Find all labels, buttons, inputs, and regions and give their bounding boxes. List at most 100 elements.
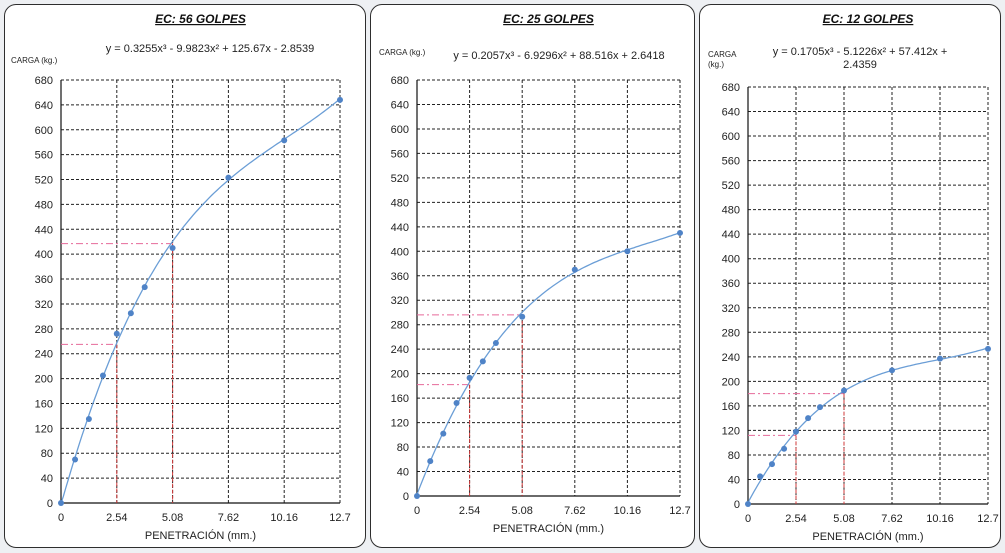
chart-title: EC: 56 GOLPES (155, 12, 246, 26)
y-tick-label: 0 (47, 498, 53, 510)
y-tick-label: 640 (35, 100, 53, 112)
y-tick-label: 320 (722, 303, 740, 315)
y-tick-label: 360 (391, 271, 409, 283)
grid (747, 86, 989, 505)
y-tick-label: 560 (391, 148, 409, 160)
x-tick-label: 5.08 (511, 505, 532, 517)
x-tick-label: 2.54 (106, 512, 127, 524)
x-tick-label: 2.54 (459, 505, 480, 517)
y-tick-label: 120 (722, 425, 740, 437)
data-point (624, 248, 631, 255)
x-tick-label: 7.62 (564, 505, 585, 517)
data-point (337, 96, 343, 103)
y-tick-label: 560 (35, 150, 53, 162)
y-tick-label: 320 (391, 295, 409, 307)
y-tick-label: 600 (391, 124, 409, 136)
y-tick-label: 440 (722, 229, 740, 241)
data-point (414, 493, 420, 499)
data-point (466, 374, 473, 381)
data-point (85, 416, 92, 423)
y-tick-label: 480 (35, 199, 53, 211)
y-tick-label: 680 (35, 75, 53, 87)
chart-title: EC: 25 GOLPES (503, 12, 594, 26)
data-point (937, 355, 943, 362)
y-tick-label: 520 (722, 180, 740, 192)
y-tick-label: 200 (35, 374, 53, 386)
y-tick-label: 280 (722, 327, 740, 339)
x-tick-label: 2.54 (785, 513, 806, 525)
y-tick-label: 240 (722, 352, 740, 364)
y-tick-label: 200 (722, 376, 740, 388)
y-tick-label: 640 (722, 107, 740, 119)
data-point (985, 345, 991, 352)
data-point (677, 229, 683, 236)
data-point (841, 387, 847, 394)
y-tick-label: 400 (722, 254, 740, 266)
y-tick-label: 480 (391, 197, 409, 209)
trendline-curve (416, 232, 681, 495)
data-point (58, 500, 64, 506)
y-tick-label: 200 (391, 369, 409, 381)
y-axis-label: CARGA (kg.) (11, 56, 58, 65)
y-tick-label: 440 (35, 224, 53, 236)
y-tick-label: 680 (391, 75, 409, 87)
y-axis-label: CARGA (kg.) (708, 50, 737, 69)
chart-panel: EC: 12 GOLPES y = 0.1705x³ - 5.1226x² + 5… (699, 4, 1001, 548)
x-tick-label: 12.7 (977, 513, 998, 525)
chart-svg: EC: 56 GOLPES y = 0.3255x³ - 9.9823x² + 1… (11, 12, 351, 542)
data-point (225, 174, 232, 181)
data-point (113, 330, 120, 337)
trendline-equation: y = 0.3255x³ - 9.9823x² + 125.67x - 2.85… (106, 43, 315, 55)
trendline-equation: y = 0.2057x³ - 6.9296x² + 88.516x + 2.64… (453, 50, 664, 62)
data-point (141, 284, 148, 291)
y-tick-label: 240 (35, 349, 53, 361)
axes (60, 80, 340, 504)
data-point (793, 428, 799, 435)
x-tick-label: 5.08 (833, 513, 854, 525)
y-tick-label: 0 (734, 499, 740, 511)
data-point (769, 461, 775, 468)
x-tick-label: 0 (414, 505, 420, 517)
data-point (519, 313, 526, 320)
x-axis-label: PENETRACIÓN (mm.) (145, 529, 256, 542)
y-tick-label: 0 (403, 491, 409, 503)
data-point (745, 501, 751, 507)
y-tick-label: 600 (722, 131, 740, 143)
y-tick-label: 280 (391, 320, 409, 332)
y-tick-label: 520 (35, 175, 53, 187)
x-tick-label: 10.16 (614, 505, 642, 517)
chart-panel: EC: 25 GOLPES y = 0.2057x³ - 6.9296x² + 8… (370, 4, 695, 548)
chart-panel: EC: 56 GOLPES y = 0.3255x³ - 9.9823x² + 1… (4, 4, 366, 548)
y-tick-label: 480 (722, 205, 740, 217)
trendline-curve (747, 347, 989, 503)
axes (747, 87, 988, 505)
data-point (99, 372, 106, 379)
y-tick-label: 320 (35, 299, 53, 311)
data-point (72, 456, 79, 463)
x-tick-label: 7.62 (218, 512, 239, 524)
data-point (169, 244, 176, 251)
y-tick-label: 40 (728, 474, 740, 486)
data-point (440, 430, 447, 437)
data-point (492, 340, 499, 347)
y-tick-label: 360 (35, 274, 53, 286)
y-tick-label: 360 (722, 278, 740, 290)
data-point (781, 445, 788, 452)
data-point (757, 473, 764, 480)
x-tick-label: 12.7 (669, 505, 690, 517)
x-tick-label: 7.62 (881, 513, 902, 525)
y-tick-label: 80 (397, 442, 409, 454)
data-point (805, 415, 812, 422)
y-tick-label: 40 (41, 473, 53, 485)
y-tick-label: 120 (391, 418, 409, 430)
grid (60, 79, 341, 504)
data-point (479, 358, 486, 365)
y-tick-label: 280 (35, 324, 53, 336)
x-tick-label: 12.7 (329, 512, 350, 524)
grid (416, 79, 681, 497)
x-axis-label: PENETRACIÓN (mm.) (812, 530, 923, 543)
x-tick-label: 10.16 (270, 512, 298, 524)
data-point (281, 137, 288, 144)
y-tick-label: 560 (722, 156, 740, 168)
